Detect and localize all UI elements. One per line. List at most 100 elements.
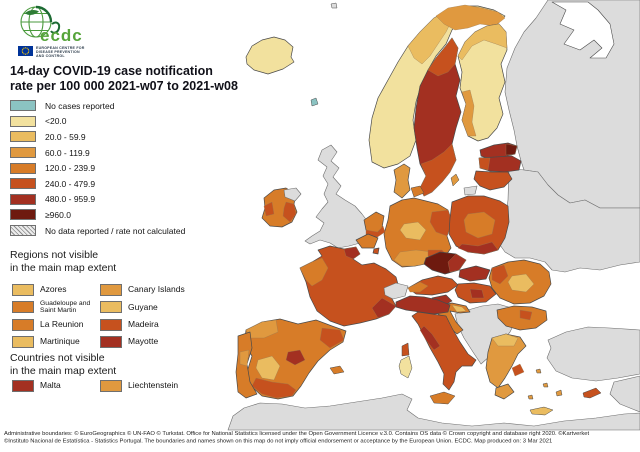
legend-swatch xyxy=(10,131,36,143)
side-legend-swatch xyxy=(100,283,122,296)
side-legend-item: La Reunion xyxy=(12,318,100,331)
legend-item: 480.0 - 959.9 xyxy=(10,192,185,208)
greece-peloponnese xyxy=(494,383,515,400)
side-legend-item: Martinique xyxy=(12,335,100,348)
ecdc-logo-subtext: EUROPEAN CENTRE FOR DISEASE PREVENTION A… xyxy=(36,46,85,58)
romania-center-region xyxy=(507,273,535,293)
lithuania xyxy=(473,170,513,191)
czechia-east-region xyxy=(447,253,467,273)
logo-subtext-line3: AND CONTROL xyxy=(36,54,65,59)
legend-label: 20.0 - 59.9 xyxy=(45,131,86,142)
legend-label: ≥960.0 xyxy=(45,209,71,220)
ecdc-logo: ecdc EUROPEAN CENTRE FOR DISEASE PREVENT… xyxy=(16,4,126,62)
legend-item: 20.0 - 59.9 xyxy=(10,129,185,145)
side-legend-item: Guadeloupe and Saint Martin xyxy=(12,300,100,314)
legend-swatch xyxy=(10,100,36,112)
spain-east-region xyxy=(319,327,345,349)
spain-south-region xyxy=(251,377,297,399)
side-legend-item: Azores xyxy=(12,283,100,296)
side-legend-swatch xyxy=(12,335,34,348)
norway-mid-region xyxy=(407,11,453,65)
gotland xyxy=(450,173,460,187)
side-legend-swatch xyxy=(100,318,122,331)
denmark-islands xyxy=(410,185,425,198)
legend-label: 120.0 - 239.9 xyxy=(45,163,96,174)
ireland-west-region xyxy=(263,201,275,217)
great-britain xyxy=(304,144,373,249)
side-legend-label: Malta xyxy=(40,380,61,391)
arctic-islet xyxy=(330,2,338,9)
germany-east-region xyxy=(429,209,453,237)
portugal-center-region xyxy=(239,349,250,367)
norway-north-region xyxy=(435,4,506,31)
ireland-east-region xyxy=(282,201,297,223)
legend-swatch xyxy=(10,193,36,205)
sardinia xyxy=(398,355,413,379)
belgium xyxy=(355,233,379,249)
side-legend-swatch xyxy=(100,301,122,314)
spain-center-region xyxy=(285,349,306,366)
belarus-ukraine-moldova xyxy=(499,167,640,273)
bulgaria-east-region xyxy=(519,309,533,321)
side-legend-label: La Reunion xyxy=(40,319,84,330)
italy-center-region xyxy=(419,325,441,351)
latvia-west-region xyxy=(478,157,491,171)
france-north-region xyxy=(343,246,361,260)
countries-panel-title: Countries not visible in the main map ex… xyxy=(10,352,116,378)
legend-item: 120.0 - 239.9 xyxy=(10,160,185,176)
legend-label: No cases reported xyxy=(45,100,115,111)
side-legend-item: Malta xyxy=(12,379,100,392)
aegean-island-2 xyxy=(542,382,549,388)
regions-panel-title: Regions not visible in the main map exte… xyxy=(10,249,116,275)
legend-label: 480.0 - 959.9 xyxy=(45,194,96,205)
poland-center-region xyxy=(463,211,496,239)
white-sea xyxy=(551,1,615,59)
sweden-north-region xyxy=(427,37,459,77)
austria-west-region xyxy=(407,281,429,293)
side-legend-label: Guyane xyxy=(128,301,158,312)
legend-item: No cases reported xyxy=(10,98,185,114)
rhodes xyxy=(555,389,563,397)
side-legend-label: Guadeloupe and Saint Martin xyxy=(40,300,91,315)
side-legend-label: Canary Islands xyxy=(128,284,185,295)
side-legend-label: Azores xyxy=(40,284,67,295)
side-legend-item: Liechtenstein xyxy=(100,379,200,392)
cyprus xyxy=(582,387,602,399)
legend-swatch xyxy=(10,115,36,127)
north-africa xyxy=(227,393,640,431)
aegean-island-1 xyxy=(535,368,542,374)
side-legend-item: Guyane xyxy=(100,300,200,314)
legend-item: 240.0 - 479.9 xyxy=(10,176,185,192)
romania-west-region xyxy=(491,264,509,285)
map-title-line2: rate per 100 000 2021-w07 to 2021-w08 xyxy=(10,79,238,93)
side-legend-swatch xyxy=(100,335,122,348)
logo-subtext-line1: EUROPEAN CENTRE FOR xyxy=(36,46,85,50)
slovakia xyxy=(458,265,491,282)
legend-item: 60.0 - 119.9 xyxy=(10,145,185,161)
legend-item: ≥960.0 xyxy=(10,207,185,223)
northern-ireland xyxy=(283,187,302,202)
legend-swatch xyxy=(10,162,36,174)
legend-label: <20.0 xyxy=(45,116,67,127)
side-legend-item: Canary Islands xyxy=(100,283,200,296)
countries-title-line1: Countries not visible xyxy=(10,352,105,364)
side-legend-label: Martinique xyxy=(40,336,80,347)
legend-label: 60.0 - 119.9 xyxy=(45,147,90,158)
hungary-center-region xyxy=(469,288,485,299)
side-legend-swatch xyxy=(12,318,34,331)
side-legend-item: Madeira xyxy=(100,318,200,331)
regions-title-line1: Regions not visible xyxy=(10,249,99,261)
legend-item: <20.0 xyxy=(10,114,185,130)
logo-subtext-line2: DISEASE PREVENTION xyxy=(36,50,80,55)
ecdc-globe-icon xyxy=(20,5,61,38)
turkey xyxy=(546,326,640,382)
countries-legend: Malta Liechtenstein xyxy=(12,379,200,396)
estonia-east-region xyxy=(505,143,518,156)
legend-swatch xyxy=(10,147,36,159)
germany-center-region xyxy=(399,221,427,241)
sicily xyxy=(429,391,456,405)
iceland xyxy=(245,36,295,75)
side-legend-swatch xyxy=(100,379,122,392)
finland-north-region xyxy=(457,23,508,61)
